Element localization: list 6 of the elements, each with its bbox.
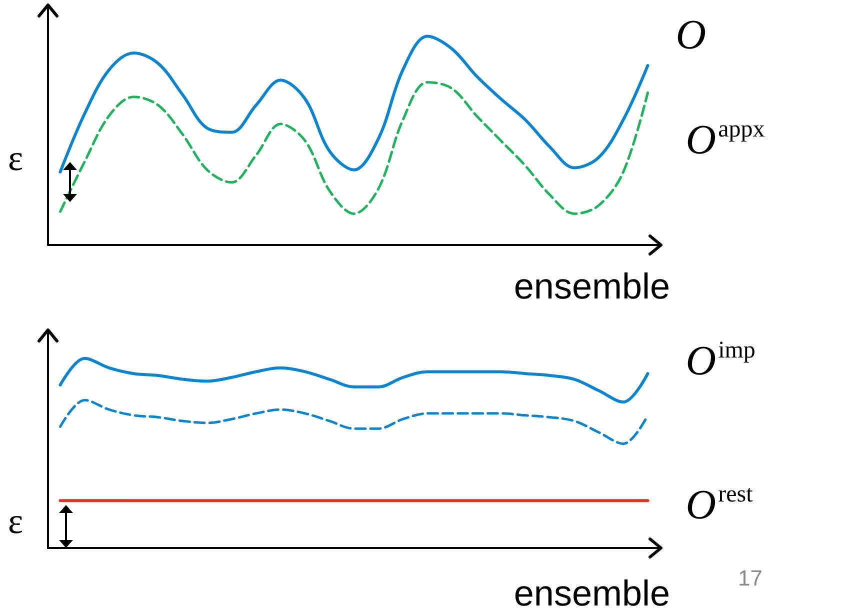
x-axis-title: ensemble xyxy=(514,572,670,610)
series-label: O xyxy=(676,12,706,59)
text: ε xyxy=(8,501,24,541)
text: ε xyxy=(8,138,24,178)
text: 17 xyxy=(738,566,762,590)
x-axis-title: ensemble xyxy=(514,266,670,306)
